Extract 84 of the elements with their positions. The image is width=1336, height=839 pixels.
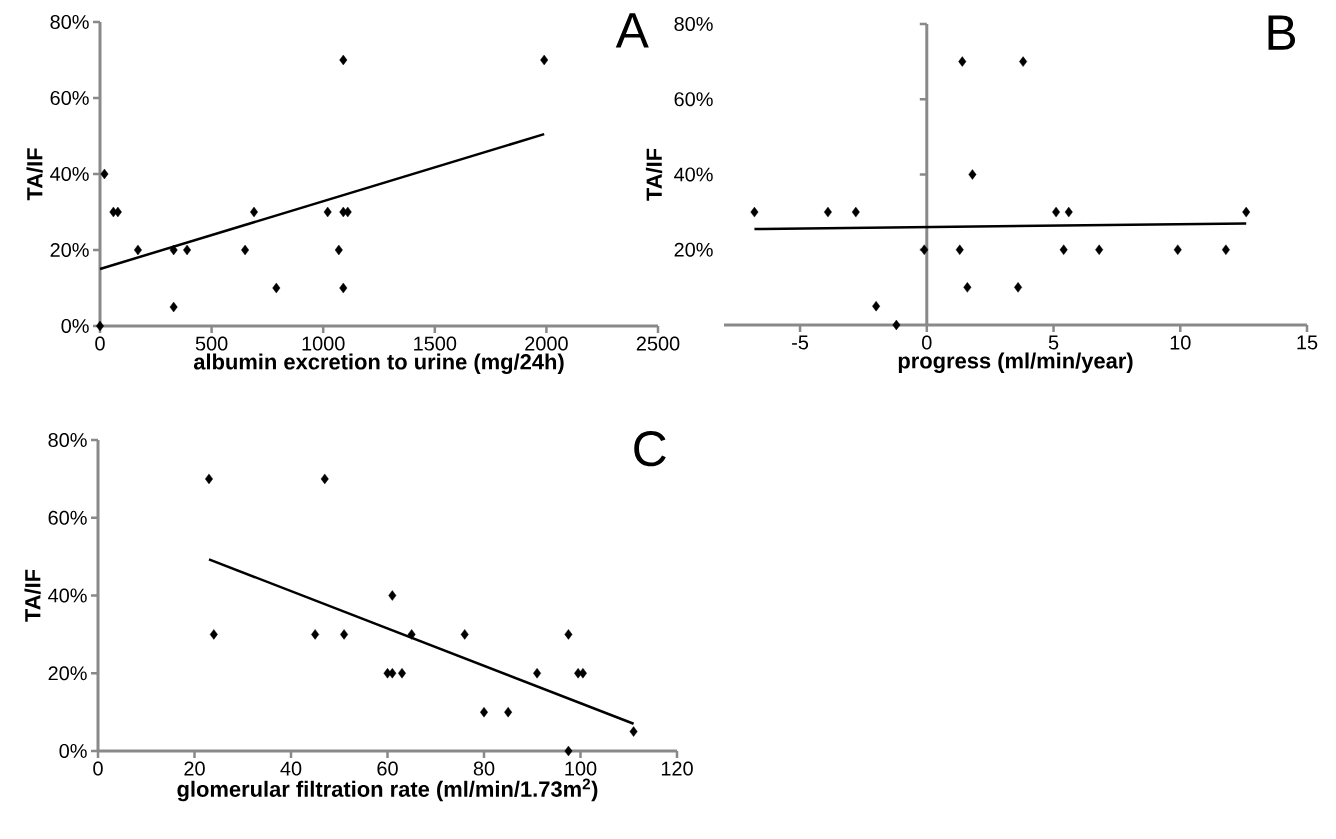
point bbox=[1242, 206, 1251, 218]
x-tick-label: 0 bbox=[922, 335, 932, 350]
x-tick-label: 15 bbox=[1297, 335, 1318, 350]
point bbox=[629, 726, 638, 737]
point bbox=[1052, 206, 1061, 218]
point bbox=[750, 206, 759, 218]
point bbox=[920, 244, 929, 255]
y-tick-label: 80% bbox=[48, 432, 87, 448]
point bbox=[1019, 56, 1028, 67]
point bbox=[1095, 244, 1104, 255]
y-tick-label: 40% bbox=[674, 167, 713, 182]
point bbox=[407, 629, 416, 640]
chart-title: B bbox=[1268, 15, 1296, 50]
point bbox=[892, 319, 901, 331]
chart-title: C bbox=[634, 431, 666, 467]
point bbox=[1221, 244, 1230, 255]
y-tick-label: 60% bbox=[674, 92, 713, 107]
point bbox=[958, 56, 967, 67]
y-axis-title: TA/IF bbox=[645, 148, 663, 201]
point bbox=[1173, 244, 1182, 255]
y-tick-label: 60% bbox=[48, 510, 87, 525]
point bbox=[100, 168, 109, 180]
x-tick-label: 2500 bbox=[636, 336, 680, 351]
x-tick-label: -5 bbox=[792, 335, 809, 350]
point bbox=[533, 668, 542, 679]
point bbox=[272, 282, 281, 294]
point bbox=[209, 629, 218, 640]
point bbox=[968, 169, 977, 180]
point bbox=[388, 668, 397, 679]
point bbox=[323, 206, 332, 218]
point bbox=[955, 244, 964, 255]
point bbox=[398, 668, 406, 679]
point bbox=[334, 244, 343, 256]
point bbox=[169, 301, 178, 313]
x-tick-label: 0 bbox=[93, 761, 103, 776]
point bbox=[851, 206, 860, 218]
y-axis-title: TA/IF bbox=[26, 148, 43, 201]
point bbox=[504, 706, 513, 718]
x-tick-label: 60 bbox=[377, 761, 398, 776]
point bbox=[540, 54, 549, 66]
x-tick-label: 120 bbox=[661, 761, 693, 776]
point bbox=[1059, 244, 1068, 255]
point bbox=[1014, 282, 1022, 293]
x-tick-label: 1500 bbox=[414, 336, 457, 351]
x-tick-label: 20 bbox=[184, 761, 205, 776]
point bbox=[963, 282, 972, 293]
x-tick-label: 0 bbox=[95, 336, 105, 351]
point bbox=[339, 282, 348, 294]
y-tick-label: 20% bbox=[674, 242, 713, 257]
x-tick-label: 500 bbox=[195, 336, 228, 351]
y-axis-title: TA/IF bbox=[24, 569, 41, 622]
x-tick-label: 2000 bbox=[525, 336, 568, 351]
y-tick-label: 60% bbox=[50, 90, 89, 106]
x-tick-label: 100 bbox=[565, 761, 597, 776]
point bbox=[311, 629, 320, 640]
y-tick-label: 0% bbox=[59, 743, 87, 759]
x-axis-title: glomerular filtration rate (ml/min/1.73m$^{2}$) bbox=[177, 778, 598, 802]
y-tick-label: 40% bbox=[50, 166, 89, 182]
x-tick-label: 80 bbox=[473, 761, 495, 776]
point bbox=[320, 473, 329, 485]
chart-title: A bbox=[615, 13, 649, 48]
point bbox=[340, 629, 349, 640]
y-tick-label: 40% bbox=[48, 588, 87, 603]
point bbox=[388, 590, 397, 601]
y-tick-label: 80% bbox=[50, 14, 89, 30]
point bbox=[564, 629, 573, 640]
x-axis-title: albumin excretion to urine (mg/24h) bbox=[193, 353, 564, 374]
point bbox=[564, 745, 573, 757]
point bbox=[169, 244, 178, 256]
y-tick-label: 0% bbox=[61, 318, 89, 334]
y-tick-label: 20% bbox=[48, 666, 87, 681]
point bbox=[339, 54, 348, 66]
point bbox=[241, 244, 250, 256]
x-axis-title: progress (ml/min/year) bbox=[898, 352, 1133, 373]
x-tick-label: 5 bbox=[1048, 335, 1059, 350]
point bbox=[823, 206, 832, 218]
y-tick-label: 80% bbox=[674, 16, 713, 32]
point bbox=[872, 300, 881, 312]
x-tick-label: 40 bbox=[280, 761, 302, 776]
point bbox=[1064, 206, 1073, 218]
x-tick-label: 10 bbox=[1170, 335, 1191, 350]
point bbox=[460, 629, 469, 640]
x-tick-label: 1000 bbox=[302, 336, 345, 351]
y-tick-label: 20% bbox=[50, 242, 89, 258]
